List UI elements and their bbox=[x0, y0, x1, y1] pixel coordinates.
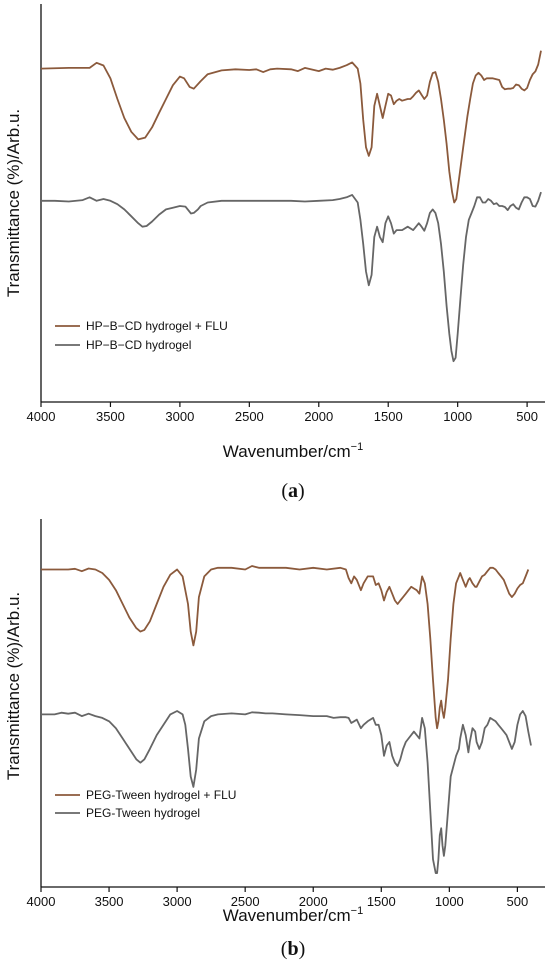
panel-letter-b: b bbox=[287, 938, 298, 960]
x-tick-label: 1000 bbox=[443, 409, 472, 424]
x-tick-label: 1500 bbox=[374, 409, 403, 424]
panel-letter-a: a bbox=[288, 480, 298, 502]
x-axis-label: Wavenumber/cm−1 bbox=[223, 905, 363, 925]
series-line-0 bbox=[41, 565, 530, 730]
x-axis-label: Wavenumber/cm−1 bbox=[223, 441, 363, 461]
legend: PEG-Tween hydrogel + FLU PEG-Tween hydro… bbox=[55, 788, 236, 820]
x-axis-ticks: 4000 3500 3000 2500 2000 1500 1000 500 bbox=[27, 887, 529, 909]
x-tick-label: 4000 bbox=[27, 894, 56, 909]
x-tick-label: 3500 bbox=[95, 894, 124, 909]
x-axis-label-text: Wavenumber/cm bbox=[223, 442, 351, 461]
x-tick-label: 3000 bbox=[163, 894, 192, 909]
y-axis-label: Transmittance (%)/Arb.u. bbox=[4, 592, 23, 780]
legend-label-0: PEG-Tween hydrogel + FLU bbox=[86, 788, 236, 802]
x-axis-ticks: 4000 3500 3000 2500 2000 1500 1000 500 bbox=[27, 402, 538, 424]
x-tick-label: 500 bbox=[507, 894, 529, 909]
x-tick-label: 500 bbox=[516, 409, 538, 424]
legend-label-1: HP−B−CD hydrogel bbox=[86, 338, 191, 352]
panel-label-b: (b) bbox=[281, 938, 305, 960]
series-group bbox=[41, 565, 532, 874]
legend-label-0: HP−B−CD hydrogel + FLU bbox=[86, 319, 228, 333]
chart-panel-a: Transmittance (%)/Arb.u. 4000 3500 3000 250… bbox=[4, 4, 545, 502]
legend: HP−B−CD hydrogel + FLU HP−B−CD hydrogel bbox=[55, 319, 228, 352]
series-line-1 bbox=[41, 191, 542, 363]
legend-label-1: PEG-Tween hydrogel bbox=[86, 806, 200, 820]
x-tick-label: 2500 bbox=[231, 894, 260, 909]
x-tick-label: 4000 bbox=[27, 409, 56, 424]
chart-panel-b: Transmittance (%)/Arb.u. 4000 3500 3000 250… bbox=[4, 519, 545, 960]
x-tick-label: 1500 bbox=[367, 894, 396, 909]
y-axis-label: Transmittance (%)/Arb.u. bbox=[4, 109, 23, 297]
series-line-1 bbox=[41, 710, 532, 874]
x-axis-label-sup: −1 bbox=[351, 905, 364, 917]
series-group bbox=[40, 50, 542, 363]
series-line-0 bbox=[40, 50, 542, 204]
x-tick-label: 2000 bbox=[304, 409, 333, 424]
x-axis-label-text: Wavenumber/cm bbox=[223, 906, 351, 925]
x-tick-label: 1000 bbox=[435, 894, 464, 909]
x-axis-label-sup: −1 bbox=[351, 441, 364, 453]
x-tick-label: 2500 bbox=[235, 409, 264, 424]
x-tick-label: 3000 bbox=[165, 409, 194, 424]
panel-label-a: (a) bbox=[281, 480, 304, 502]
x-tick-label: 3500 bbox=[96, 409, 125, 424]
x-tick-label: 2000 bbox=[299, 894, 328, 909]
